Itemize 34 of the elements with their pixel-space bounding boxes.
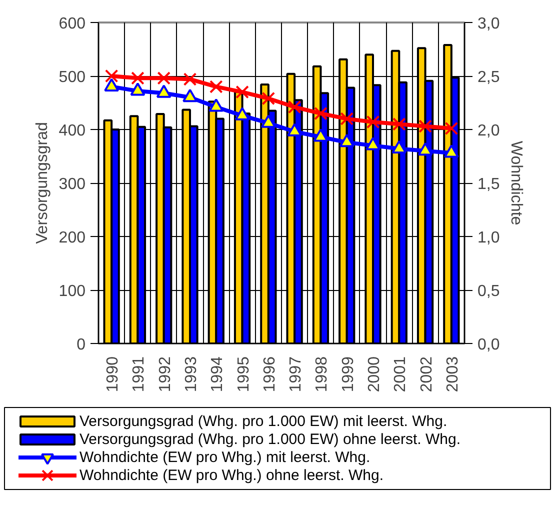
x-tick-label: 1993 [183, 356, 200, 392]
y2-tick-label: 2,5 [478, 69, 500, 86]
x-tick-label: 1999 [340, 356, 357, 392]
y2-tick-label: 0,0 [478, 336, 500, 354]
x-tick-label: 1992 [156, 356, 174, 392]
legend-label: Wohndichte (EW pro Whg.) ohne leerst. Whg. [80, 467, 384, 484]
y-axis-title: Versorgungsgrad [34, 122, 51, 244]
x-tick-label: 1997 [288, 356, 305, 392]
x-tick-label: 2002 [418, 356, 436, 392]
y-tick-label: 0 [76, 336, 86, 354]
legend-label: Wohndichte (EW pro Whg.) mit leerst. Whg. [80, 449, 370, 466]
y2-tick-label: 2,0 [478, 122, 500, 140]
x-tick-label: 1996 [261, 356, 278, 392]
x-tick-label: 2001 [392, 356, 410, 392]
x-tick-label: 2000 [366, 356, 383, 392]
x-tick-label: 1990 [104, 356, 122, 392]
y-tick-label: 100 [58, 283, 86, 300]
y-tick-label: 400 [58, 122, 86, 140]
x-tick-label: 1994 [209, 356, 226, 392]
y-tick-label: 200 [58, 230, 86, 246]
legend-label: Versorgungsgrad (Whg. pro 1.000 EW) mit leerst. Whg. [80, 413, 448, 430]
y-tick-label: 600 [58, 16, 86, 32]
y-tick-label: 300 [58, 176, 86, 193]
x-tick-label: 1991 [130, 356, 148, 392]
x-tick-label: 1995 [235, 356, 252, 392]
legend-label: Versorgungsgrad (Whg. pro 1.000 EW) ohne leerst. Whg. [80, 431, 461, 448]
y-tick-label: 500 [58, 69, 86, 86]
x-tick-label: 2003 [444, 356, 462, 392]
y2-tick-label: 0,5 [478, 283, 500, 300]
y2-tick-label: 1,0 [478, 230, 500, 246]
y2-axis-title: Wohndichte [508, 140, 525, 226]
y2-tick-label: 3,0 [478, 16, 500, 32]
y2-tick-label: 1,5 [478, 176, 500, 193]
x-tick-label: 1998 [314, 356, 331, 392]
